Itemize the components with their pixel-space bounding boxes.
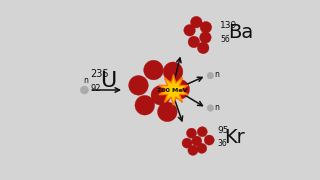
Text: U: U [100, 71, 117, 91]
Circle shape [197, 127, 207, 137]
Text: n: n [215, 70, 220, 79]
Circle shape [129, 76, 148, 95]
Circle shape [135, 95, 155, 115]
Circle shape [144, 60, 163, 80]
Text: 56: 56 [220, 35, 230, 44]
Text: 92: 92 [91, 84, 101, 93]
Circle shape [188, 36, 200, 48]
Circle shape [170, 80, 189, 99]
Circle shape [184, 24, 196, 36]
Circle shape [80, 86, 88, 94]
Polygon shape [159, 75, 188, 105]
Circle shape [192, 136, 202, 146]
Circle shape [204, 135, 214, 145]
Circle shape [197, 42, 209, 54]
Text: 95: 95 [218, 126, 229, 135]
Text: Ba: Ba [228, 23, 253, 42]
Text: 139: 139 [220, 21, 237, 30]
Circle shape [188, 145, 198, 155]
Circle shape [163, 62, 183, 82]
Circle shape [190, 16, 202, 28]
Circle shape [157, 102, 177, 122]
Circle shape [182, 138, 192, 148]
Text: n: n [215, 103, 220, 112]
Circle shape [207, 105, 214, 111]
Text: 36: 36 [218, 139, 227, 148]
Circle shape [187, 128, 196, 138]
Text: n: n [83, 76, 88, 85]
Text: Kr: Kr [224, 128, 245, 147]
Circle shape [151, 86, 171, 105]
Circle shape [197, 143, 207, 153]
Circle shape [207, 72, 214, 79]
Circle shape [200, 21, 212, 33]
Text: 200 MeV: 200 MeV [157, 87, 188, 93]
Text: 235: 235 [91, 69, 109, 79]
Circle shape [200, 32, 211, 43]
